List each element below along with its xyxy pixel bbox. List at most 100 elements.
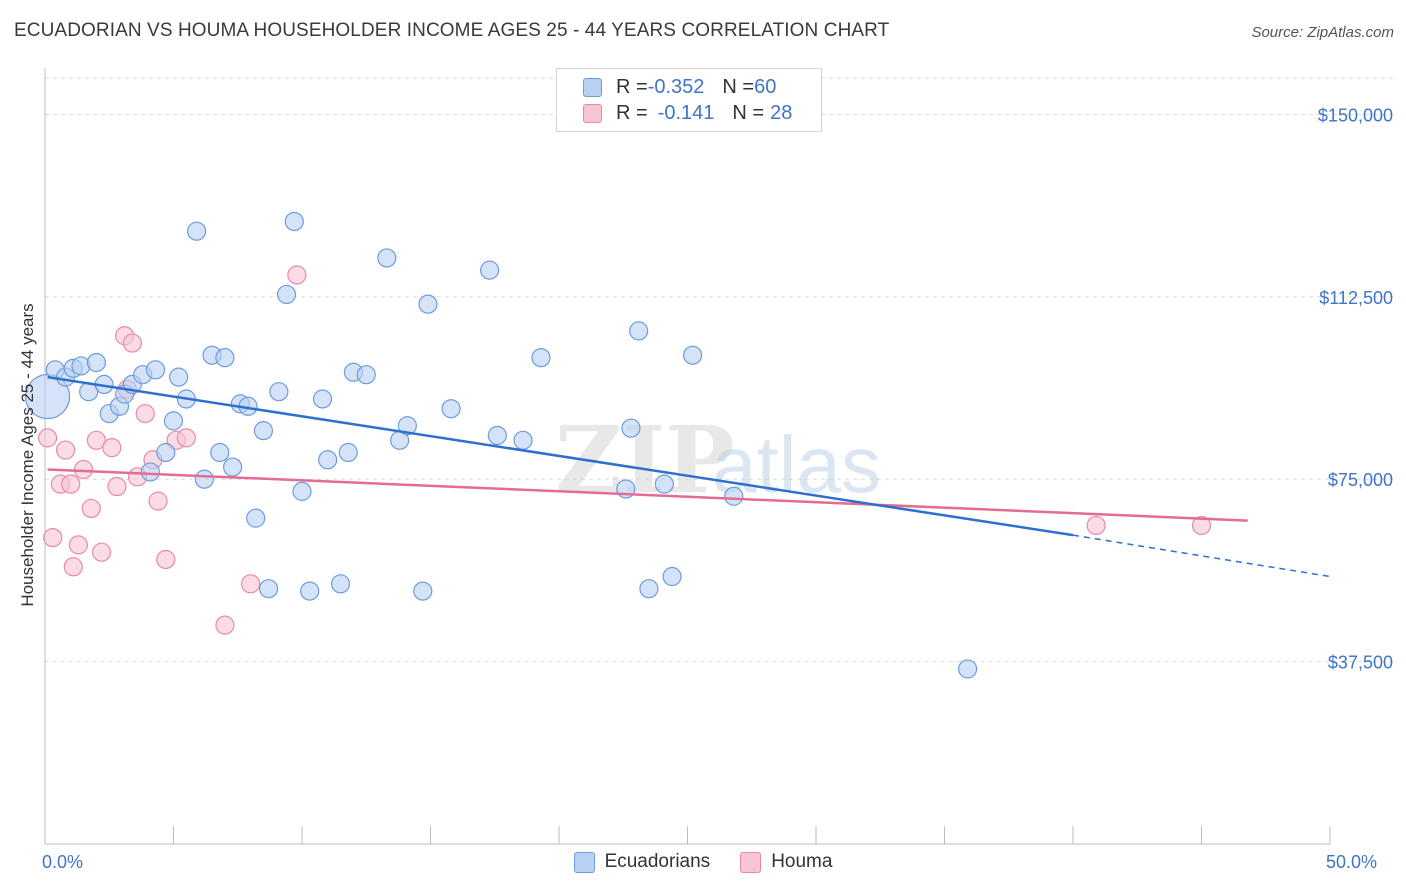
- series-swatch-houma: [740, 851, 762, 873]
- houma-point: [215, 615, 235, 635]
- series-name-houma: Houma: [771, 851, 833, 872]
- houma-point: [55, 440, 76, 460]
- ecuadorians-point: [312, 389, 333, 409]
- legend-row-houma: R = -0.141 N = 28: [583, 101, 792, 125]
- ecuadorians-point: [140, 462, 160, 482]
- legend-swatch-houma: [583, 103, 602, 123]
- legend-n-value: 60: [754, 75, 777, 98]
- ecuadorians-point: [513, 430, 533, 450]
- houma-point: [43, 527, 63, 548]
- ecuadorians-point: [330, 574, 351, 594]
- series-legend: Ecuadorians Houma: [0, 851, 1406, 873]
- x-tick-label-min: 0.0%: [42, 852, 84, 872]
- ecuadorians-point: [276, 284, 297, 305]
- ecuadorians-point: [356, 365, 376, 385]
- ecuadorians-point: [145, 360, 166, 380]
- ecuadorians-point: [215, 348, 235, 368]
- ecuadorians-point: [683, 345, 703, 365]
- houma-point: [135, 403, 155, 424]
- ecuadorians-point: [621, 418, 641, 438]
- ecuadorians-point: [654, 474, 674, 494]
- grid-lines: [45, 77, 1394, 663]
- houma-trend-line: [47, 468, 1248, 522]
- houma-point: [68, 535, 89, 555]
- legend-r-label: R =: [616, 101, 648, 124]
- chart-title: ECUADORIAN VS HOUMA HOUSEHOLDER INCOME A…: [14, 20, 890, 41]
- series-legend-ecuadorians: Ecuadorians: [573, 851, 711, 873]
- houma-point: [73, 459, 94, 480]
- houma-point: [86, 430, 107, 450]
- ecuadorians-point: [156, 442, 176, 463]
- ecuadorians-point: [480, 260, 500, 280]
- houma-point: [1191, 515, 1212, 536]
- source-label: Source: ZipAtlas.com: [1251, 24, 1394, 41]
- ecuadorians-point: [377, 248, 397, 268]
- ecuadorians-point: [253, 421, 274, 441]
- legend-r-label: R =: [616, 75, 648, 98]
- series-swatch-ecuadorians: [573, 851, 595, 873]
- ecuadorians-point: [338, 442, 358, 463]
- ecuadorians-point: [418, 294, 438, 314]
- ecuadorians-point: [958, 659, 978, 679]
- legend-r-value: -0.352: [647, 75, 705, 98]
- legend-row-ecuadorians: R = -0.352 N = 60: [583, 75, 776, 99]
- y-tick-labels: $37,500 $75,000 $112,500 $150,000: [1318, 105, 1393, 672]
- y-tick-label: $75,000: [1328, 470, 1393, 490]
- houma-point: [81, 498, 101, 519]
- correlation-legend: R = -0.352 N = 60 R = -0.141 N = 28: [556, 68, 822, 132]
- x-tick-label-max: 50.0%: [1326, 852, 1378, 872]
- ecuadorians-point: [318, 450, 338, 470]
- series-name-ecuadorians: Ecuadorians: [604, 851, 711, 872]
- houma-point: [37, 428, 58, 448]
- ecuadorians-point: [531, 348, 551, 368]
- ecuadorians-point: [284, 211, 304, 232]
- ecuadorians-points: [24, 211, 978, 679]
- houma-point: [102, 438, 122, 458]
- legend-n-value: 28: [770, 101, 793, 124]
- houma-point: [287, 265, 307, 285]
- y-tick-label: $150,000: [1318, 105, 1393, 125]
- ecuadorians-point: [487, 425, 507, 446]
- houma-point: [61, 474, 81, 494]
- houma-point: [107, 476, 127, 497]
- ecuadorians-point: [210, 442, 230, 463]
- ecuadorians-point: [169, 367, 189, 387]
- ecuadorians-trend-extension: [1072, 534, 1331, 578]
- houma-point: [156, 549, 176, 570]
- houma-point: [176, 428, 196, 448]
- y-axis-label: Householder Income Ages 25 - 44 years: [18, 303, 37, 607]
- ecuadorians-point: [724, 486, 744, 506]
- ecuadorians-point: [292, 481, 312, 501]
- houma-point: [91, 542, 112, 562]
- ecuadorians-point: [246, 508, 266, 528]
- houma-point: [122, 333, 142, 353]
- ecuadorians-point: [223, 457, 243, 477]
- houma-point: [1086, 515, 1106, 536]
- legend-n-label: N =: [732, 101, 765, 124]
- trend-lines: [47, 375, 1331, 578]
- ecuadorians-point: [629, 321, 649, 341]
- houma-point: [63, 557, 83, 577]
- ecuadorians-trend-line: [47, 375, 1074, 537]
- ecuadorians-point: [662, 566, 682, 587]
- legend-r-value: -0.141: [657, 101, 715, 124]
- ecuadorians-point: [639, 579, 659, 599]
- ecuadorians-point: [258, 579, 279, 599]
- y-tick-label: $112,500: [1319, 288, 1393, 308]
- houma-point: [241, 574, 261, 594]
- legend-n-label: N =: [722, 75, 755, 98]
- ecuadorians-point: [86, 352, 107, 373]
- ecuadorians-point: [397, 416, 417, 436]
- ecuadorians-point: [413, 581, 433, 601]
- ecuadorians-point: [269, 382, 289, 402]
- axes: [44, 68, 1331, 845]
- ecuadorians-point: [163, 411, 184, 431]
- ecuadorians-point: [300, 581, 320, 601]
- ecuadorians-point: [441, 399, 461, 419]
- legend-swatch-ecuadorians: [583, 77, 602, 97]
- ecuadorians-point: [187, 221, 207, 241]
- series-legend-houma: Houma: [740, 851, 832, 873]
- y-tick-label: $37,500: [1328, 653, 1393, 673]
- houma-point: [148, 491, 168, 511]
